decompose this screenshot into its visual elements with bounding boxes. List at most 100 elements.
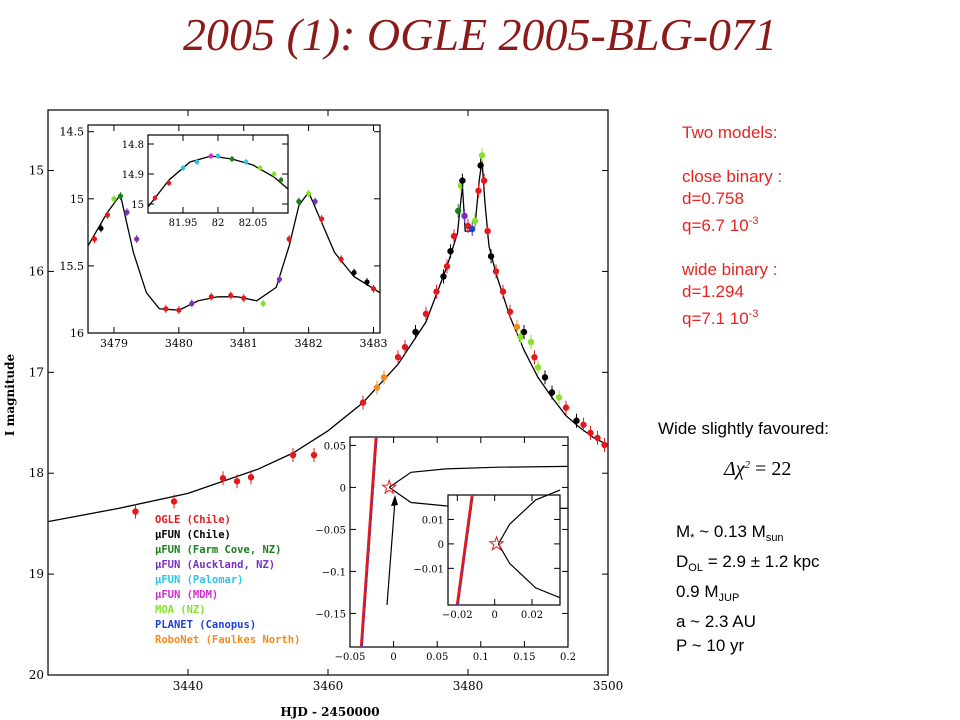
zoom-inset-data-point — [163, 306, 169, 312]
close-binary-d: d=0.758 — [682, 189, 744, 208]
main-data-point — [580, 421, 587, 428]
zoom-inset-data-point — [319, 216, 325, 222]
caustic-zoom-ytick-label: 0.01 — [422, 515, 444, 526]
main-data-point — [310, 451, 318, 459]
zoom-inset-data-point — [111, 196, 117, 202]
param-period: P ~ 10 yr — [676, 636, 745, 655]
zoom-inset-ytick-label: 15.5 — [60, 260, 85, 273]
zoom-inset-model-curve — [87, 190, 381, 311]
zoom-inset-xtick-label: 3480 — [165, 337, 193, 350]
peak-inset-xtick-label: 82 — [212, 218, 225, 229]
caustic-zoom-caustic-line — [497, 489, 561, 545]
models-heading: Two models: — [682, 123, 778, 142]
main-data-point — [455, 207, 462, 215]
main-ytick-label: 18 — [29, 466, 44, 480]
peak-inset-data-point — [166, 180, 172, 186]
main-data-point — [170, 498, 178, 505]
peak-inset-ytick-label: 15 — [131, 200, 144, 211]
caustic-zoom-xtick-label: 0.02 — [521, 610, 543, 621]
caustic-direction-arrow — [386, 499, 396, 606]
caustic-panel-xtick-label: −0.05 — [335, 652, 366, 663]
main-data-point — [401, 343, 409, 351]
caustic-arrow-head — [391, 495, 398, 506]
legend-item: μFUN (Palomar) — [155, 574, 244, 586]
caustic-panel-xtick-label: 0.2 — [560, 652, 576, 663]
peak-inset-xtick-label: 82.05 — [239, 218, 268, 229]
main-xtick-label: 3440 — [173, 679, 204, 693]
main-data-point — [359, 399, 367, 406]
zoom-inset-data-point — [338, 256, 344, 262]
legend-item: PLANET (Canopus) — [155, 619, 256, 631]
peak-inset-data-point — [152, 195, 158, 201]
caustic-zoom-source-track-blue — [457, 494, 474, 606]
main-data-point — [412, 328, 419, 336]
peak-inset-data-point — [180, 165, 186, 171]
caustic-panel-ytick-label: −0.05 — [315, 525, 346, 536]
peak-inset-ytick-label: 14.8 — [122, 140, 144, 151]
main-data-point — [513, 323, 521, 331]
main-ytick-label: 15 — [29, 164, 44, 178]
zoom-inset-data-point — [91, 236, 98, 242]
legend-item: μFUN (Farm Cove, NZ) — [155, 544, 281, 556]
caustic-panel-caustic-line — [388, 465, 569, 488]
zoom-inset-xtick-label: 3479 — [100, 337, 128, 350]
zoom-inset-data-point — [176, 307, 182, 313]
peak-inset-xtick-label: 81.95 — [169, 218, 198, 229]
main-data-point — [233, 478, 241, 485]
caustic-zoom-source-track — [455, 494, 474, 606]
caustic-zoom-xtick-label: 0 — [491, 610, 497, 621]
peak-inset-data-point — [278, 177, 284, 183]
main-data-point — [373, 384, 381, 391]
zoom-inset-ytick-label: 15 — [70, 193, 84, 206]
main-data-point — [484, 227, 491, 235]
main-data-point — [132, 508, 139, 515]
slide-title: 2005 (1): OGLE 2005-BLG-071 — [182, 9, 778, 60]
main-data-point — [459, 177, 466, 184]
zoom-inset-data-point — [286, 236, 292, 242]
zoom-inset-ytick-label: 14.5 — [60, 126, 85, 139]
peak-inset-data-point — [243, 159, 249, 165]
main-data-point — [548, 389, 556, 396]
legend-item: MOA (NZ) — [155, 604, 206, 616]
peak-inset-data-point — [257, 165, 263, 171]
main-data-point — [394, 353, 402, 361]
main-data-point — [587, 429, 594, 437]
main-ytick-label: 20 — [29, 668, 44, 682]
main-data-point — [380, 374, 388, 381]
zoom-inset-data-point — [208, 294, 214, 300]
main-data-point — [573, 417, 580, 424]
caustic-zoom-xtick-label: −0.02 — [442, 610, 473, 621]
main-data-point — [461, 212, 468, 220]
lightcurve-figure: 3440 3460 3480 3500 15 16 17 18 19 20 HJD - 245000… — [3, 109, 623, 719]
wide-binary-label: wide binary : — [682, 260, 778, 279]
main-data-point — [471, 217, 479, 225]
peak-inset-ytick-label: 14.9 — [122, 170, 144, 181]
main-xtick-label: 3480 — [453, 679, 484, 693]
main-data-point — [531, 353, 538, 361]
peak-inset-data-point — [208, 153, 214, 159]
main-data-point — [440, 273, 447, 280]
zoom-inset-data-point — [228, 292, 234, 299]
caustic-panel-ytick-label: 0.05 — [324, 441, 346, 452]
main-data-point — [422, 310, 430, 318]
main-xtick-label: 3460 — [313, 679, 344, 693]
main-data-point — [447, 248, 454, 255]
caustic-panel-source-track — [359, 436, 378, 648]
main-data-point — [478, 152, 486, 159]
caustic-panel-ytick-label: −0.1 — [322, 567, 346, 578]
legend-item: OGLE (Chile) — [155, 514, 231, 526]
caustic-zoom-frame — [447, 494, 561, 606]
main-data-point — [475, 187, 482, 194]
peak-inset-data-point — [194, 159, 200, 165]
zoom-inset-data-point — [364, 279, 370, 285]
main-data-point — [517, 333, 524, 341]
zoom-inset-data-point — [351, 270, 357, 276]
param-semimajor-axis: a ~ 2.3 AU — [676, 612, 756, 631]
zoom-inset-data-point — [276, 276, 283, 282]
main-data-point — [289, 451, 297, 459]
main-data-point — [433, 288, 440, 295]
peak-inset-model-curve — [147, 155, 289, 208]
main-data-point — [477, 162, 484, 169]
peak-inset-data-point — [271, 171, 277, 177]
zoom-inset-data-point — [241, 295, 247, 301]
